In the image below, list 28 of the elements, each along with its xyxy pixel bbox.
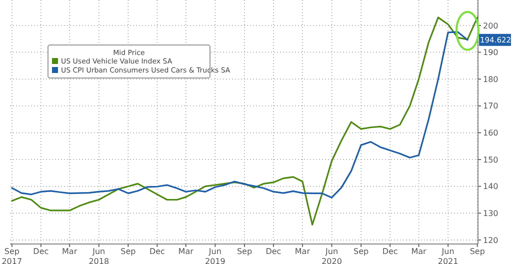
- y-tick-label: 200: [483, 21, 498, 30]
- y-tick-label: 150: [483, 155, 498, 164]
- x-tick-label: Mar: [178, 247, 194, 256]
- x-tick-label: Jun 2018: [88, 247, 110, 264]
- x-tick-label: Sep: [120, 247, 136, 256]
- x-tick-label: Mar: [62, 247, 78, 256]
- x-tick-label: Jun 2020: [322, 247, 342, 264]
- x-tick-label: Sep 2017: [2, 247, 22, 264]
- y-tick-label: 140: [483, 182, 498, 192]
- y-tick-label: 160: [483, 128, 498, 138]
- x-tick-label: Mar: [294, 247, 311, 256]
- x-tick-label: Sep: [354, 247, 369, 256]
- x-tick-label: Jun 2019: [204, 247, 226, 264]
- x-tick-label: Dec: [266, 247, 282, 256]
- y-tick-label: 130: [483, 208, 498, 218]
- y-tick-label: 180: [483, 74, 498, 84]
- y-tick-label: 120: [483, 236, 498, 245]
- y-tick-label: 170: [483, 102, 498, 111]
- x-tick-label: Mar: [411, 247, 427, 256]
- line-series: [11, 16, 478, 226]
- x-tick-label: Dec: [33, 247, 49, 256]
- x-tick-label: Dec: [382, 247, 398, 256]
- x-tick-label: Dec: [149, 247, 165, 256]
- x-tick-label: Sep: [470, 247, 485, 256]
- x-tick-label: Jun 2021: [438, 247, 458, 264]
- y-tick-label: 190: [483, 48, 498, 58]
- line-series: [11, 31, 468, 198]
- x-tick-label: Sep: [236, 247, 252, 256]
